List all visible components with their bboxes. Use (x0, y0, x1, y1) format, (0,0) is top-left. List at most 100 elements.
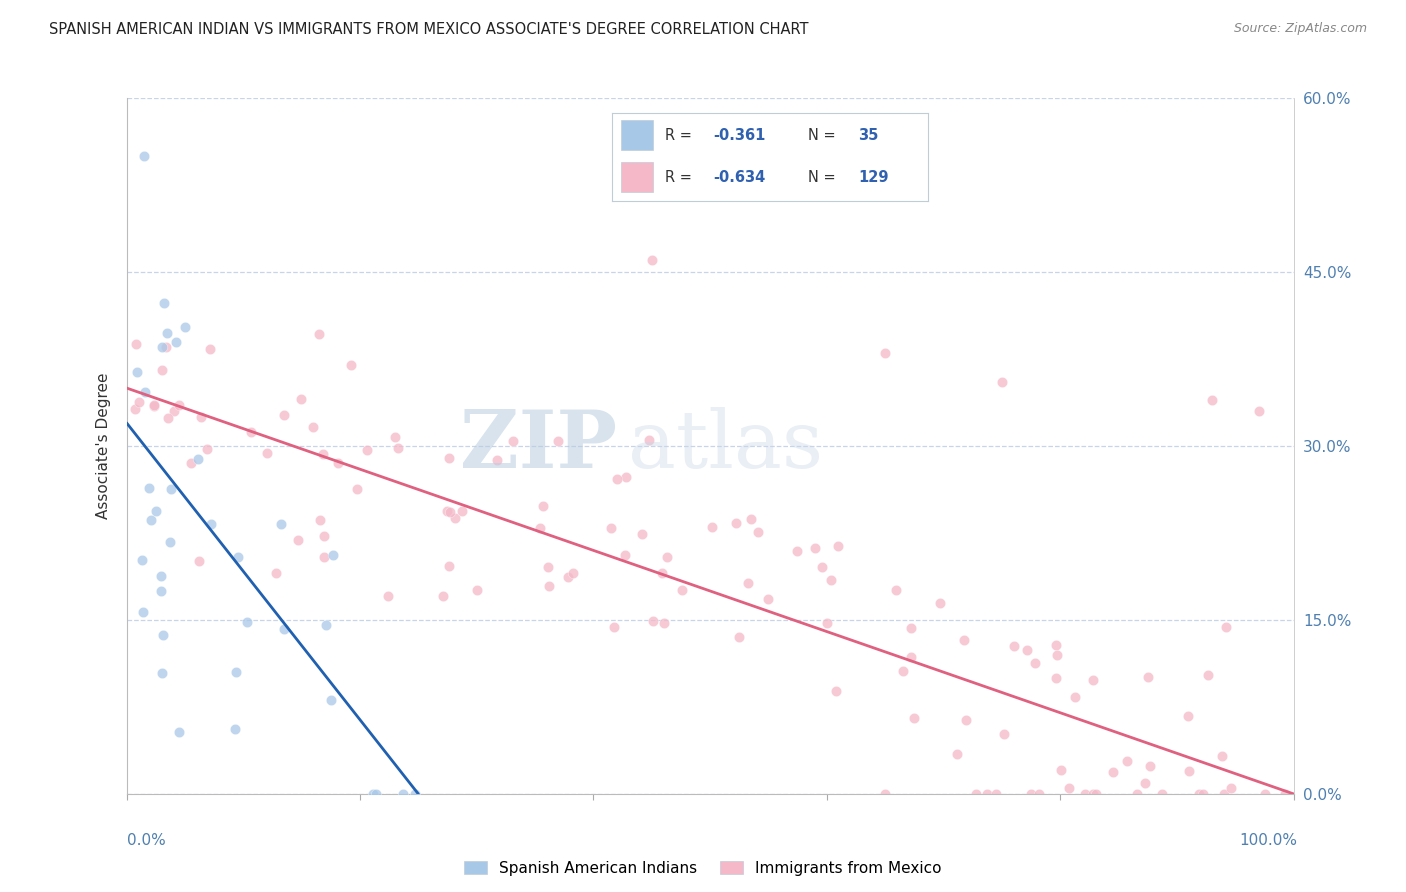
Point (1247, 404, 1270, 418)
Point (1081, 673, 1104, 687)
Point (356, 443, 378, 458)
Point (1219, 780, 1241, 795)
Point (465, 583, 488, 598)
Point (165, 334, 187, 349)
Point (392, 787, 415, 801)
Point (900, 621, 922, 635)
Point (346, 482, 368, 496)
Point (145, 503, 167, 517)
Point (143, 398, 166, 412)
Point (404, 787, 426, 801)
Point (810, 560, 832, 574)
Point (1177, 708, 1199, 723)
Point (1019, 787, 1042, 801)
Point (150, 569, 173, 583)
Point (728, 630, 751, 644)
Point (387, 441, 409, 455)
Text: R =: R = (665, 169, 697, 185)
Point (312, 447, 335, 461)
Point (630, 527, 652, 541)
Point (180, 456, 202, 470)
Point (163, 404, 186, 418)
Text: R =: R = (665, 128, 697, 143)
Point (638, 434, 661, 448)
Point (156, 410, 179, 425)
Point (195, 442, 218, 457)
Point (128, 394, 150, 409)
Point (804, 541, 827, 555)
Point (1274, 787, 1296, 801)
Legend: Spanish American Indians, Immigrants from Mexico: Spanish American Indians, Immigrants fro… (458, 855, 948, 881)
Point (290, 392, 312, 406)
Y-axis label: Associate's Degree: Associate's Degree (96, 373, 111, 519)
Point (640, 253, 664, 268)
Point (599, 521, 621, 535)
Text: Source: ZipAtlas.com: Source: ZipAtlas.com (1233, 22, 1367, 36)
Point (1028, 787, 1050, 801)
Point (1133, 776, 1156, 790)
Point (340, 358, 363, 372)
Point (536, 560, 558, 574)
Text: SPANISH AMERICAN INDIAN VS IMMIGRANTS FROM MEXICO ASSOCIATE'S DEGREE CORRELATION: SPANISH AMERICAN INDIAN VS IMMIGRANTS FR… (49, 22, 808, 37)
Point (160, 482, 183, 496)
Point (537, 579, 560, 593)
Point (747, 525, 769, 540)
Point (200, 517, 222, 532)
Point (875, 787, 897, 801)
Point (159, 535, 181, 549)
Point (557, 570, 579, 584)
Point (1083, 787, 1105, 801)
Text: 0.0%: 0.0% (127, 833, 166, 847)
Point (432, 589, 454, 603)
Point (786, 543, 808, 558)
Point (1115, 754, 1137, 768)
Point (149, 583, 172, 598)
Point (502, 434, 524, 448)
Point (700, 519, 723, 533)
Point (439, 558, 461, 573)
Point (606, 472, 628, 486)
Point (315, 618, 337, 632)
Point (737, 576, 759, 591)
Point (903, 711, 925, 725)
Point (319, 693, 342, 707)
Point (150, 363, 173, 377)
Point (820, 573, 842, 587)
Point (529, 520, 551, 534)
Point (224, 722, 246, 736)
Point (1211, 748, 1233, 763)
Point (1024, 657, 1046, 671)
Point (990, 375, 1012, 389)
Point (190, 410, 212, 425)
Point (1102, 765, 1125, 780)
Point (328, 456, 350, 470)
Point (314, 550, 336, 565)
Point (273, 408, 295, 422)
Point (150, 340, 173, 354)
Point (655, 549, 678, 564)
Point (1045, 671, 1067, 685)
Point (451, 504, 474, 518)
Point (152, 627, 174, 641)
Text: atlas: atlas (628, 407, 824, 485)
Point (384, 430, 406, 444)
Point (1064, 690, 1087, 704)
Point (1045, 648, 1067, 662)
Point (875, 346, 897, 360)
Point (976, 787, 998, 801)
Point (134, 385, 156, 400)
Point (167, 724, 190, 739)
Point (364, 787, 387, 801)
Point (444, 511, 467, 525)
Point (187, 554, 209, 568)
Point (1201, 392, 1223, 407)
Point (884, 583, 907, 598)
Point (993, 727, 1015, 741)
Point (651, 566, 673, 580)
Point (156, 326, 179, 341)
Text: -0.361: -0.361 (713, 128, 765, 143)
Point (1059, 781, 1081, 796)
Text: N =: N = (808, 169, 839, 185)
Point (1126, 787, 1149, 801)
Text: 100.0%: 100.0% (1240, 833, 1298, 847)
